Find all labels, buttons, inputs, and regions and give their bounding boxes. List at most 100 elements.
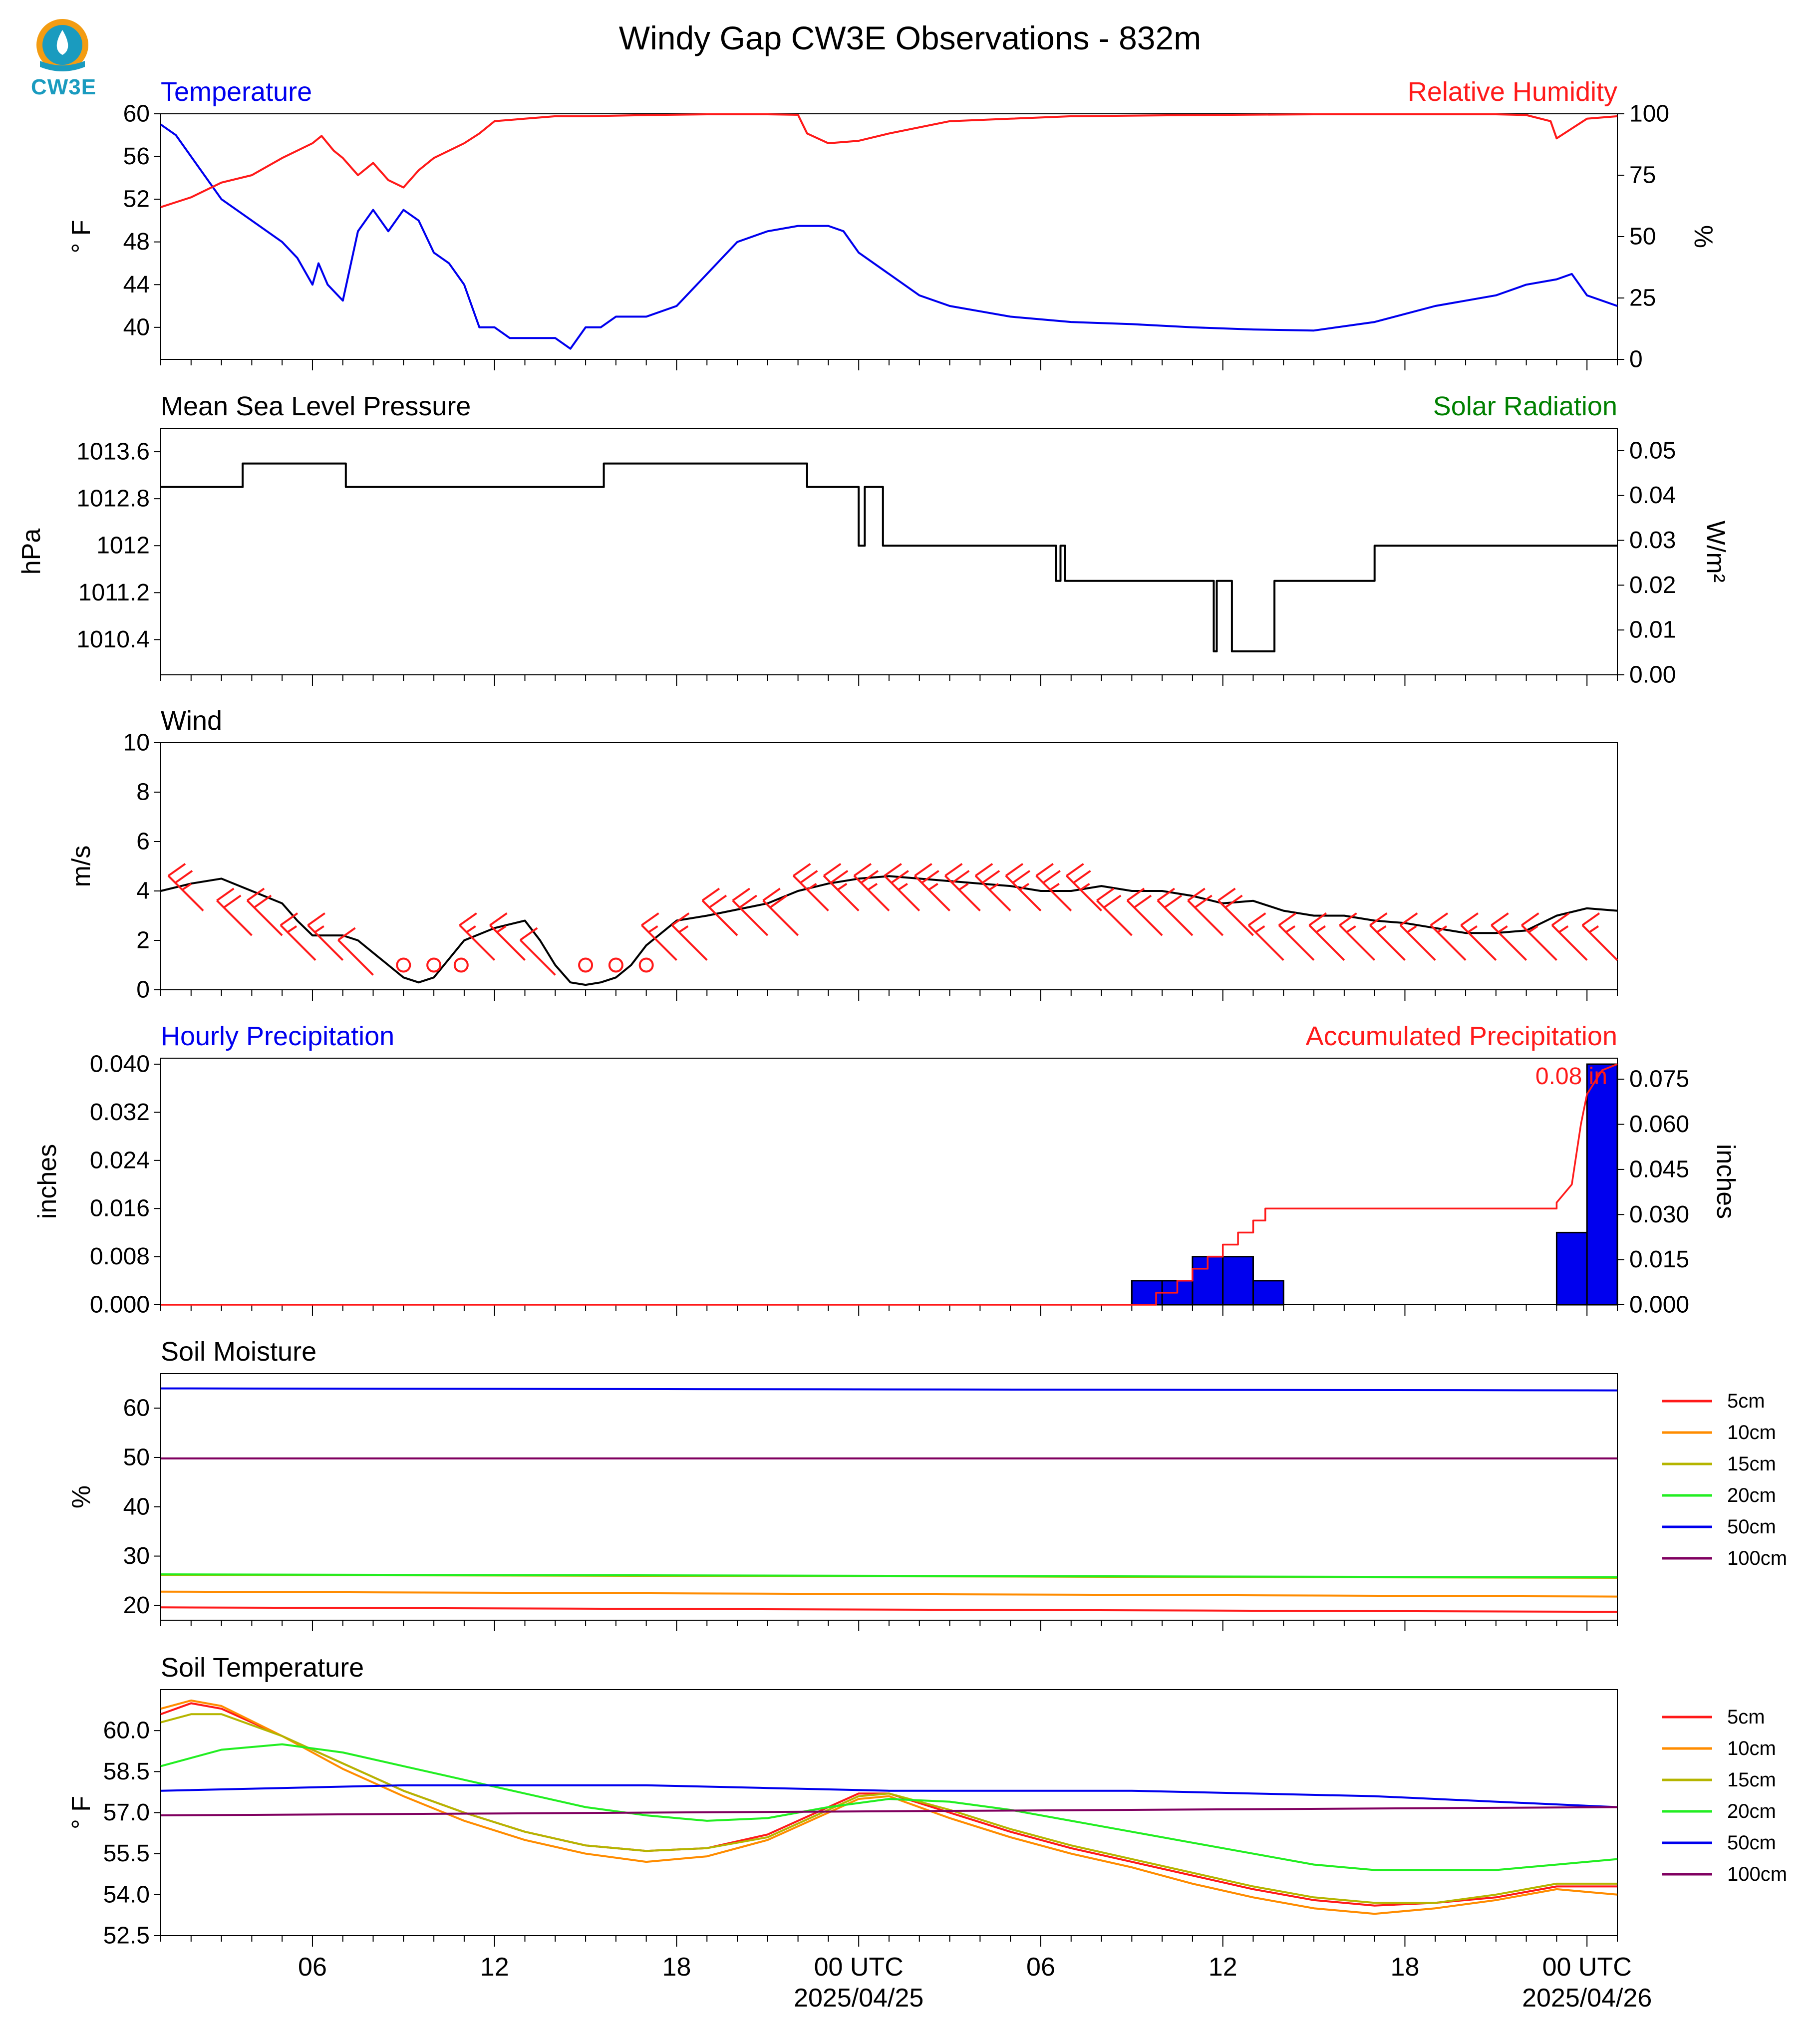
y-tick-label: 56 [123,143,150,170]
series-line-#000000 [161,462,1617,652]
wind-barb-staff [732,899,769,936]
wind-barb-calm [608,957,623,973]
y-tick-label: 4 [136,878,150,904]
legend-label-50cm: 50cm [1727,1832,1776,1854]
series-line-20cm [160,1743,1618,1871]
precip-bar [1586,1063,1618,1306]
wind-barb-feather [1103,894,1122,908]
wind-barb-feather [1581,912,1600,926]
wind-barb-feather [1066,863,1084,877]
wind-barb-staff [944,875,981,912]
y2-axis-label: inches [1711,1144,1740,1219]
wind-barb-staff [1521,924,1557,961]
wind-barb-half-feather [958,882,969,891]
y-axis-label: hPa [17,529,46,575]
wind-barb-half-feather [1049,882,1060,891]
wind-barb-half-feather [1346,925,1356,933]
wind-barb-half-feather [867,882,878,891]
wind-barb-feather [1005,863,1024,877]
wind-barb-staff [793,875,829,912]
x-date-label: 2025/04/25 [794,1984,923,2013]
x-tick-label: 18 [662,1953,691,1982]
wind-barb-feather [975,863,993,877]
y2-tick-label: 100 [1629,101,1669,127]
y-tick-label: 52 [123,186,150,213]
legend-label-5cm: 5cm [1727,1706,1765,1728]
wind-barb-half-feather [989,882,999,891]
panel-title-left: Wind [161,706,222,736]
plot-frame-3 [160,1058,1618,1305]
panel-title-left: Mean Sea Level Pressure [161,391,471,421]
wind-barb-staff [1005,875,1042,912]
legend-label-10cm: 10cm [1727,1738,1776,1759]
series-line-#0000ee [160,123,1618,350]
legend-label-15cm: 15cm [1727,1453,1776,1475]
wind-barb-feather [254,894,272,908]
legend-label-10cm: 10cm [1727,1422,1776,1444]
wind-barb-staff [1035,875,1072,912]
y-tick-label: 54.0 [103,1881,150,1908]
series-line-#000000 [160,875,1618,986]
y-axis-label: inches [33,1144,62,1219]
plot-frame-4 [160,1373,1618,1621]
wind-barb-feather [1035,863,1054,877]
x-tick-label: 18 [1391,1953,1420,1982]
cw3e-logo [25,15,105,105]
wind-barb-calm [396,957,411,973]
wind-barb-staff [246,899,283,936]
wind-barb-half-feather [181,882,192,891]
wind-barb-feather [247,887,265,901]
wind-barb-half-feather [466,925,476,933]
y-tick-label: 60 [123,101,150,127]
wind-barb-feather [1042,869,1061,884]
y-tick-label: 52.5 [103,1923,150,1949]
y-axis-label: ° F [67,220,96,253]
legend-label-20cm: 20cm [1727,1484,1776,1506]
y-tick-label: 20 [123,1592,150,1619]
y-tick-label: 1011.2 [78,579,150,606]
wind-barb-staff [1430,924,1467,961]
logo-text: CW3E [31,75,97,99]
x-tick-label: 12 [1209,1953,1237,1982]
y-axis-label: ° F [67,1796,96,1829]
wind-barb-feather [280,912,299,926]
wind-barb-staff [914,875,950,912]
legend-label-50cm: 50cm [1727,1516,1776,1538]
wind-barb-staff [280,924,316,961]
y2-axis-label: W/m² [1701,521,1730,582]
precip-bar [1222,1256,1254,1306]
wind-barb-feather [489,912,508,926]
legend-label-100cm: 100cm [1727,1547,1787,1569]
wind-barb-feather [174,869,193,884]
series-line-100cm [160,1806,1618,1816]
y2-tick-label: 0 [1629,346,1643,373]
wind-barb-staff [167,875,204,912]
wind-barb-staff [307,924,344,961]
y-tick-label: 1010.4 [76,626,150,653]
wind-barb-staff [519,939,556,976]
wind-barb-staff [1066,875,1102,912]
y2-tick-label: 50 [1629,224,1656,250]
wind-barb-feather [1126,887,1145,901]
x-tick-label: 12 [480,1953,509,1982]
wind-barb-calm [638,957,654,973]
wind-barb-feather [1308,912,1327,926]
y-tick-label: 0.024 [90,1147,150,1173]
page-title: Windy Gap CW3E Observations - 832m [618,19,1202,56]
wind-barb-staff [1399,924,1436,961]
wind-barb-half-feather [1255,925,1265,933]
wind-barb-half-feather [1315,925,1326,933]
y-tick-label: 0.040 [90,1051,150,1078]
wind-barb-feather [167,863,186,877]
wind-barb-staff [489,924,526,961]
wind-barb-half-feather [1285,925,1296,933]
wind-barb-staff [1096,899,1133,936]
wind-barb-feather [891,869,909,884]
wind-barb-feather [1278,912,1297,926]
y-tick-label: 50 [123,1444,150,1470]
y-tick-label: 0 [136,977,150,1003]
x-date-label: 2025/04/26 [1522,1984,1652,2013]
wind-barb-staff [641,924,677,961]
wind-barb-feather [860,869,879,884]
wind-barb-feather [884,863,902,877]
